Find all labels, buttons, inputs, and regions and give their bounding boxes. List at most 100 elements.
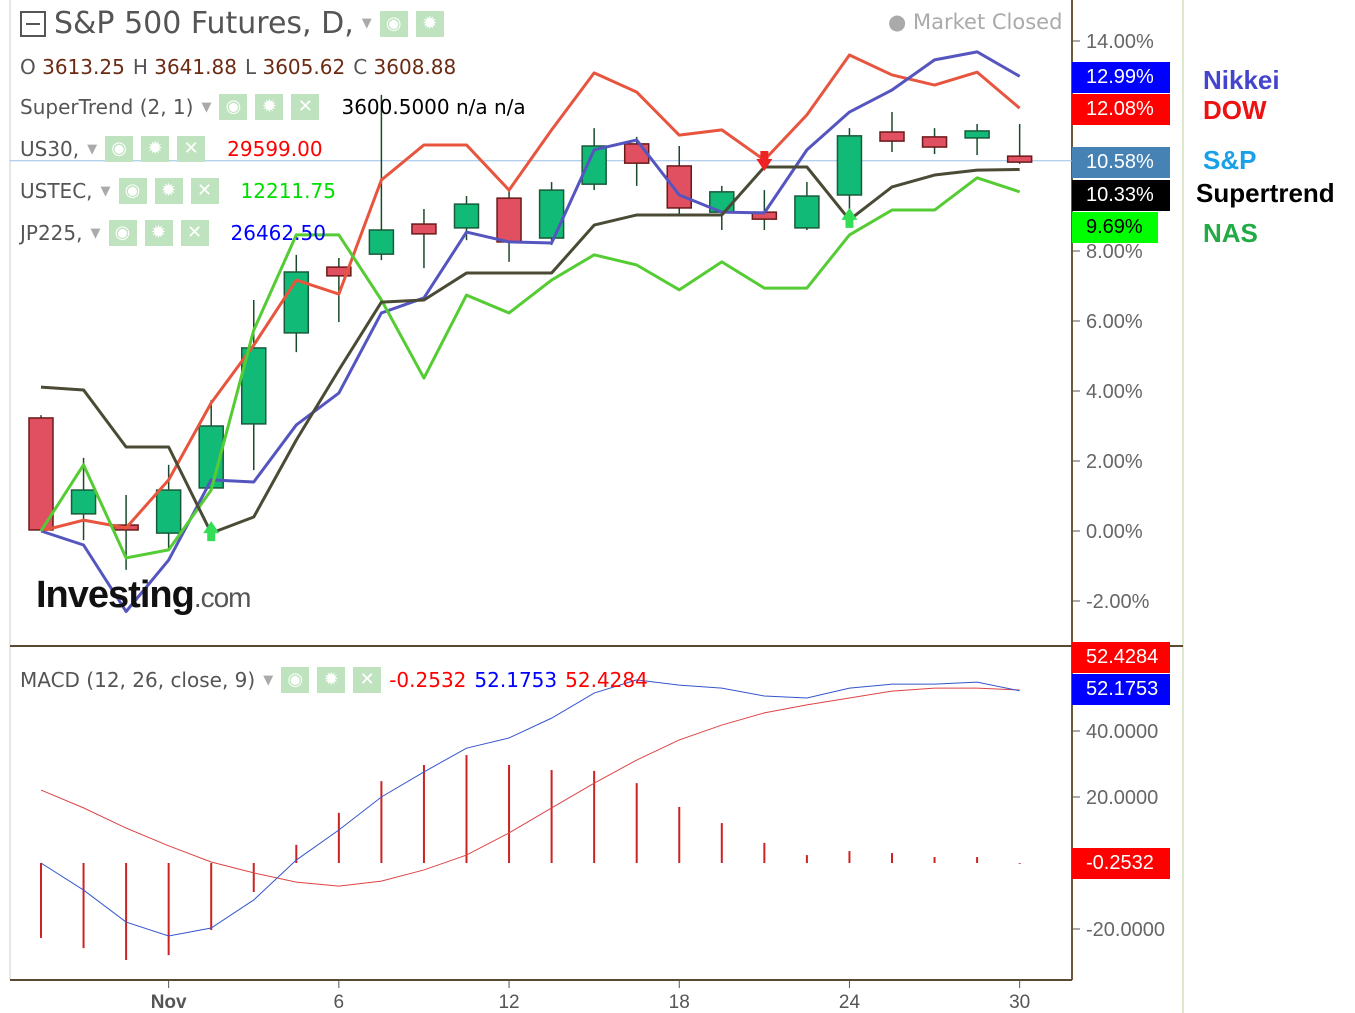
macd-tag: -0.2532 xyxy=(1072,848,1170,879)
gear-icon[interactable]: ✹ xyxy=(317,667,346,693)
candle-up xyxy=(155,489,182,534)
candle-up xyxy=(453,203,480,229)
candle-up xyxy=(964,130,990,139)
price-tag: 9.69% xyxy=(1072,212,1158,243)
title-row: S&P 500 Futures, D, ▼ ◉ ✹ xyxy=(20,6,444,41)
eye-icon[interactable]: ◉ xyxy=(118,178,147,204)
candle-down xyxy=(666,165,692,209)
macd-header: MACD (12, 26, close, 9) ▼ ◉ ✹ ✕ -0.2532 52… xyxy=(20,667,648,693)
close-value: 3608.88 xyxy=(373,55,457,79)
indicator-row: US30, ▼ ◉ ✹ ✕ 29599.00 xyxy=(20,136,323,162)
macd-label: MACD (12, 26, close, 9) xyxy=(20,668,256,692)
chevron-down-icon[interactable]: ▼ xyxy=(201,99,212,115)
sell-arrow-icon xyxy=(756,151,773,171)
y-tick-label: 2.00% xyxy=(1086,451,1143,473)
price-tag: 10.58% xyxy=(1072,147,1170,178)
y-tick-label: 8.00% xyxy=(1086,241,1143,263)
price-tag: 10.33% xyxy=(1072,180,1170,211)
buy-arrow-icon xyxy=(841,207,858,228)
x-tick-label: 30 xyxy=(1009,992,1030,1013)
legend-item: Supertrend xyxy=(1196,178,1335,208)
ohlc-row: O 3613.25 H 3641.88 L 3605.62 C 3608.88 xyxy=(20,55,457,79)
close-icon[interactable]: ✕ xyxy=(177,136,206,162)
candle-down xyxy=(879,131,905,142)
x-tick-label: 18 xyxy=(669,992,690,1013)
indicator-label: US30, xyxy=(20,137,80,161)
eye-icon[interactable]: ◉ xyxy=(105,136,134,162)
x-tick-label: Nov xyxy=(151,992,187,1013)
macd-tag: 52.1753 xyxy=(1072,674,1170,705)
candle-down xyxy=(411,223,437,235)
macd-hist-value: -0.2532 xyxy=(389,668,467,692)
x-tick-label: 6 xyxy=(334,992,345,1013)
eye-icon[interactable]: ◉ xyxy=(108,220,137,246)
open-value: 3613.25 xyxy=(42,55,125,79)
price-tag: 12.99% xyxy=(1072,62,1170,93)
candle-down xyxy=(921,136,948,148)
legend-item: S&P xyxy=(1203,145,1257,175)
legend-item: Nikkei xyxy=(1203,65,1280,95)
indicator-row: USTEC, ▼ ◉ ✹ ✕ 12211.75 xyxy=(20,178,336,204)
macd-tag: 52.4284 xyxy=(1072,642,1170,673)
indicator-value: 12211.75 xyxy=(240,179,336,203)
indicator-value: 3600.5000 n/a n/a xyxy=(341,95,526,119)
legend-item: NAS xyxy=(1203,218,1258,248)
eye-icon[interactable]: ◉ xyxy=(219,94,248,120)
market-status: ● Market Closed xyxy=(888,10,1063,34)
macd-y-tick-label: 40.0000 xyxy=(1086,721,1158,743)
eye-icon[interactable]: ◉ xyxy=(379,10,408,37)
macd-y-tick-label: -20.0000 xyxy=(1086,919,1165,941)
indicator-label: JP225, xyxy=(20,221,83,245)
macd-y-tick-label: 20.0000 xyxy=(1086,787,1158,809)
macd-signal-value: 52.4284 xyxy=(565,668,648,692)
y-tick-label: 4.00% xyxy=(1086,381,1143,403)
investing-logo: Investing.com xyxy=(36,574,251,616)
line-nikkei xyxy=(40,50,1021,613)
chevron-down-icon[interactable]: ▼ xyxy=(90,225,101,241)
close-icon[interactable]: ✕ xyxy=(291,94,320,120)
chevron-down-icon[interactable]: ▼ xyxy=(87,141,98,157)
y-tick-label: -2.00% xyxy=(1086,591,1150,613)
candle-up xyxy=(538,189,565,239)
candle-down xyxy=(496,197,522,243)
y-tick-label: 0.00% xyxy=(1086,521,1143,543)
gear-icon[interactable]: ✹ xyxy=(144,220,173,246)
indicator-label: SuperTrend (2, 1) xyxy=(20,95,194,119)
price-tag: 12.08% xyxy=(1072,94,1170,125)
candle-up xyxy=(794,195,820,229)
candle-down xyxy=(326,266,352,277)
gear-icon[interactable]: ✹ xyxy=(415,10,444,37)
gear-icon[interactable]: ✹ xyxy=(255,94,284,120)
status-dot-icon: ● xyxy=(888,10,907,34)
eye-icon[interactable]: ◉ xyxy=(281,667,310,693)
line-nas xyxy=(39,176,1021,560)
close-icon[interactable]: ✕ xyxy=(190,178,219,204)
candle-up xyxy=(836,135,863,196)
candle-down xyxy=(28,417,54,531)
indicator-row: SuperTrend (2, 1) ▼ ◉ ✹ ✕ 3600.5000 n/a n/… xyxy=(20,94,526,120)
gear-icon[interactable]: ✹ xyxy=(154,178,183,204)
y-tick-label: 6.00% xyxy=(1086,311,1143,333)
line-dow xyxy=(40,53,1021,533)
candle-up xyxy=(70,489,97,515)
chevron-down-icon[interactable]: ▼ xyxy=(100,183,111,199)
chart-title: S&P 500 Futures, D, xyxy=(54,6,354,41)
y-tick-label: 14.00% xyxy=(1086,31,1154,53)
chevron-down-icon[interactable]: ▼ xyxy=(361,16,372,31)
low-value: 3605.62 xyxy=(262,55,346,79)
macd-line xyxy=(40,679,1020,937)
macd-value: 52.1753 xyxy=(474,668,558,692)
gear-icon[interactable]: ✹ xyxy=(141,136,170,162)
close-icon[interactable]: ✕ xyxy=(180,220,209,246)
candle-up xyxy=(368,229,395,255)
legend-item: DOW xyxy=(1203,95,1267,125)
indicator-label: USTEC, xyxy=(20,179,93,203)
buy-arrow-icon xyxy=(203,521,220,542)
close-icon[interactable]: ✕ xyxy=(353,667,382,693)
candle-down xyxy=(623,143,650,164)
indicator-value: 26462.50 xyxy=(230,221,326,245)
indicator-value: 29599.00 xyxy=(227,137,323,161)
chevron-down-icon[interactable]: ▼ xyxy=(263,672,274,688)
x-tick-label: 24 xyxy=(839,992,861,1013)
collapse-icon[interactable] xyxy=(20,10,46,37)
